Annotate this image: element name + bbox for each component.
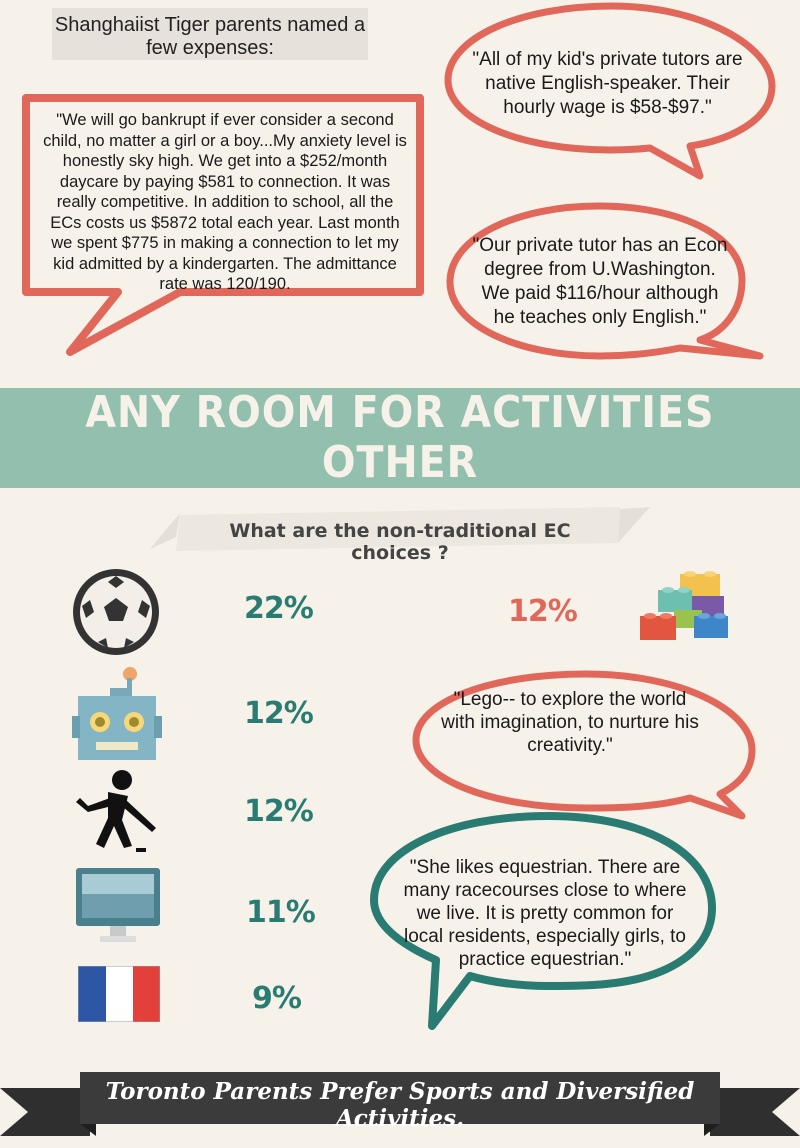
footer-text: Toronto Parents Prefer Sports and Divers… xyxy=(105,1078,695,1132)
lego-bricks-icon xyxy=(640,571,728,640)
soccer-ball-icon xyxy=(73,569,159,655)
soccer-percent: 22% xyxy=(244,591,314,626)
tutor-econ-quote-text: "Our private tutor has an Econ degree fr… xyxy=(472,235,728,328)
expenses-heading-line2: few expenses: xyxy=(146,37,274,59)
equestrian-quote-bubble xyxy=(370,812,716,1030)
hockey-player-icon xyxy=(76,770,156,852)
lower-speech-bubbles xyxy=(370,670,756,1030)
tutor-native-quote-text: "All of my kid's private tutors are nati… xyxy=(472,49,743,118)
lego-quote-bubble xyxy=(412,670,756,820)
banner xyxy=(0,388,800,488)
big-quote-bubble xyxy=(22,94,424,356)
expenses-heading: Shanghaiist Tiger parents named a few ex… xyxy=(52,8,368,60)
robotics-percent: 12% xyxy=(244,696,314,731)
french-flag-icon xyxy=(78,966,160,1022)
expenses-heading-line1: Shanghaiist Tiger parents named a xyxy=(54,14,366,36)
banner-title-line1: ANY ROOM FOR ACTIVITIES OTHER xyxy=(85,387,715,488)
french-percent: 9% xyxy=(252,981,302,1016)
tutor-native-bubble xyxy=(444,2,776,180)
subheading-ribbon xyxy=(150,507,650,551)
hockey-percent: 12% xyxy=(244,794,314,829)
equestrian-quote-text: "She likes equestrian. There are many ra… xyxy=(403,857,687,970)
tutor-econ-bubble xyxy=(446,202,764,360)
computer-percent: 11% xyxy=(246,895,316,930)
footer-ribbon xyxy=(0,1072,800,1136)
big-quote-text: "We will go bankrupt if ever consider a … xyxy=(43,111,407,293)
top-speech-bubbles xyxy=(22,2,776,360)
lego-quote-text: "Lego-- to explore the world with imagin… xyxy=(441,689,699,756)
computer-monitor-icon xyxy=(76,868,160,942)
robot-icon xyxy=(72,667,162,760)
subheading-text: What are the non-traditional EC choices … xyxy=(229,520,571,564)
lego-percent: 12% xyxy=(508,594,578,629)
